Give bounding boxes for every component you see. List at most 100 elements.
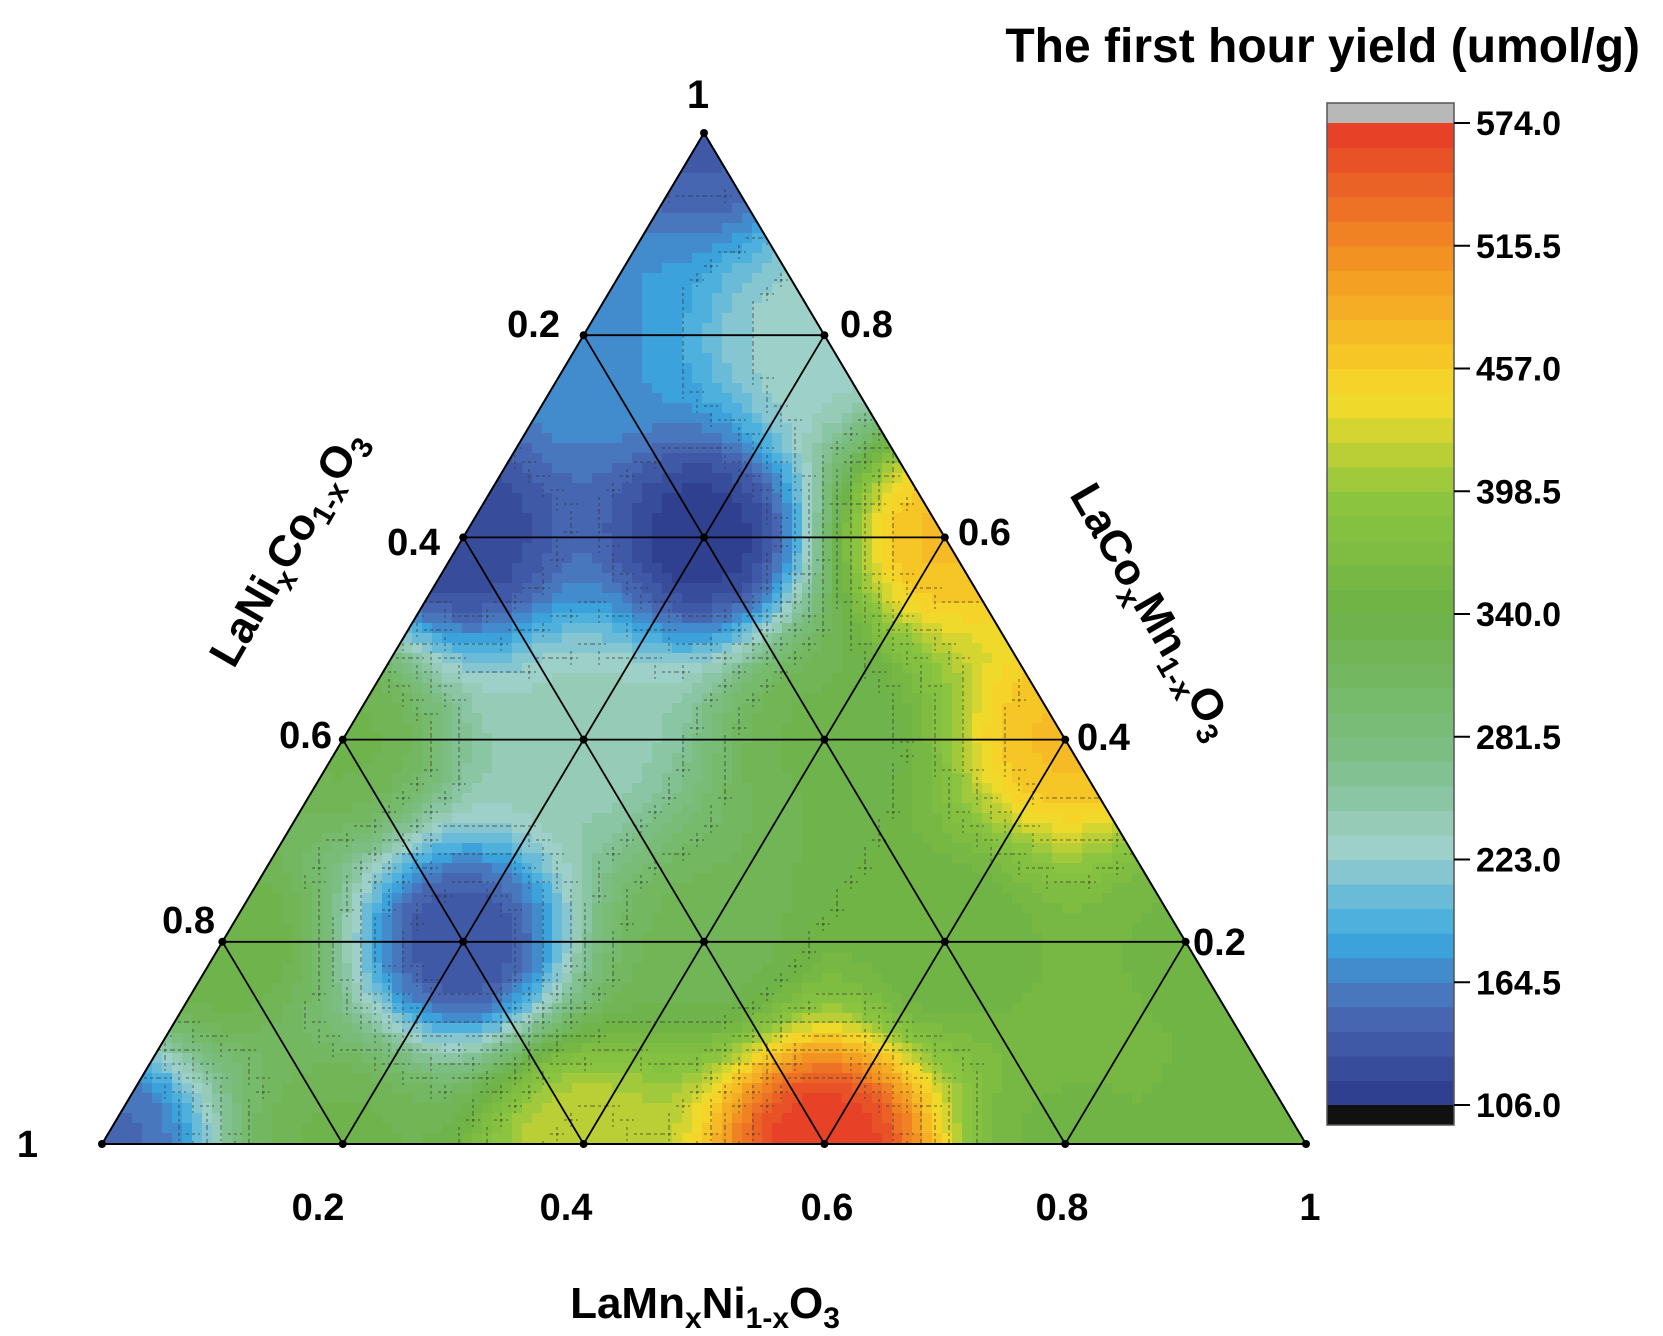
contour-cell [782,173,793,184]
contour-cell [1052,173,1063,184]
contour-cell [242,283,253,294]
contour-cell [872,403,883,414]
contour-cell [852,243,863,254]
contour-cell [622,333,633,344]
contour-cell [512,153,523,164]
contour-cell [992,343,1003,354]
contour-cell [282,313,293,324]
contour-cell [192,153,203,164]
contour-cell [602,183,613,194]
contour-cell [882,223,893,234]
contour-cell [212,383,223,394]
contour-cell [962,363,973,374]
contour-cell [542,203,553,214]
contour-cell [702,253,713,264]
contour-cell [582,373,593,384]
contour-cell [622,473,633,484]
contour-cell [962,143,973,154]
contour-cell [172,223,183,234]
contour-cell [282,243,293,254]
contour-cell [1172,513,1183,524]
contour-cell [1052,183,1063,194]
contour-cell [422,403,433,414]
contour-cell [252,233,263,244]
contour-cell [492,293,503,304]
contour-cell [112,133,123,134]
contour-cell [842,443,853,454]
contour-cell [1262,353,1273,364]
contour-cell [142,223,153,234]
contour-cell [592,133,603,134]
contour-cell [1022,143,1033,154]
contour-cell [1092,273,1103,284]
contour-cell [1152,473,1163,484]
contour-cell [442,353,453,364]
contour-cell [1102,333,1113,344]
contour-cell [192,493,203,504]
contour-cell [682,463,693,474]
contour-cell [972,413,983,424]
contour-cell [782,443,793,454]
contour-cell [712,233,723,244]
contour-cell [582,163,593,174]
contour-cell [612,333,623,344]
contour-cell [742,143,753,154]
contour-cell [972,353,983,364]
contour-cell [572,503,583,514]
contour-cell [392,253,403,264]
contour-cell [1002,293,1013,304]
contour-cell [932,473,943,484]
contour-cell [1112,263,1123,274]
contour-cell [1132,293,1143,304]
contour-cell [372,463,383,474]
contour-cell [1242,493,1253,504]
contour-cell [1212,383,1223,394]
contour-cell [332,373,343,384]
contour-cell [372,133,383,144]
contour-cell [1242,133,1253,134]
contour-cell [212,403,223,414]
contour-cell [1252,223,1263,234]
contour-cell [402,413,413,424]
contour-cell [1202,503,1213,514]
contour-cell [652,473,663,484]
contour-cell [1112,463,1123,474]
contour-cell [622,133,633,134]
contour-cell [1062,423,1073,434]
contour-cell [1202,513,1213,524]
contour-cell [942,353,953,364]
contour-cell [142,143,153,154]
contour-cell [192,253,203,264]
contour-cell [622,493,633,504]
contour-cell [362,373,373,384]
contour-cell [1282,163,1293,174]
contour-cell [982,253,993,264]
contour-cell [662,423,673,434]
contour-cell [1052,233,1063,244]
contour-cell [492,393,503,404]
contour-cell [902,393,913,404]
contour-cell [962,453,973,464]
contour-cell [722,233,733,244]
contour-cell [762,343,773,354]
contour-cell [942,223,953,234]
contour-cell [582,253,593,264]
contour-cell [602,433,613,444]
contour-cell [1242,373,1253,384]
contour-cell [182,463,193,474]
contour-cell [1292,243,1303,254]
contour-cell [1242,503,1253,514]
contour-cell [1272,133,1283,144]
contour-cell [262,173,273,184]
contour-cell [572,343,583,354]
contour-cell [732,413,743,424]
contour-cell [332,313,343,324]
contour-cell [1082,133,1093,144]
contour-cell [462,193,473,204]
contour-cell [962,413,973,424]
contour-cell [982,483,993,494]
contour-cell [402,333,413,344]
contour-cell [1112,243,1123,254]
contour-cell [1252,263,1263,274]
contour-cell [1152,463,1163,474]
